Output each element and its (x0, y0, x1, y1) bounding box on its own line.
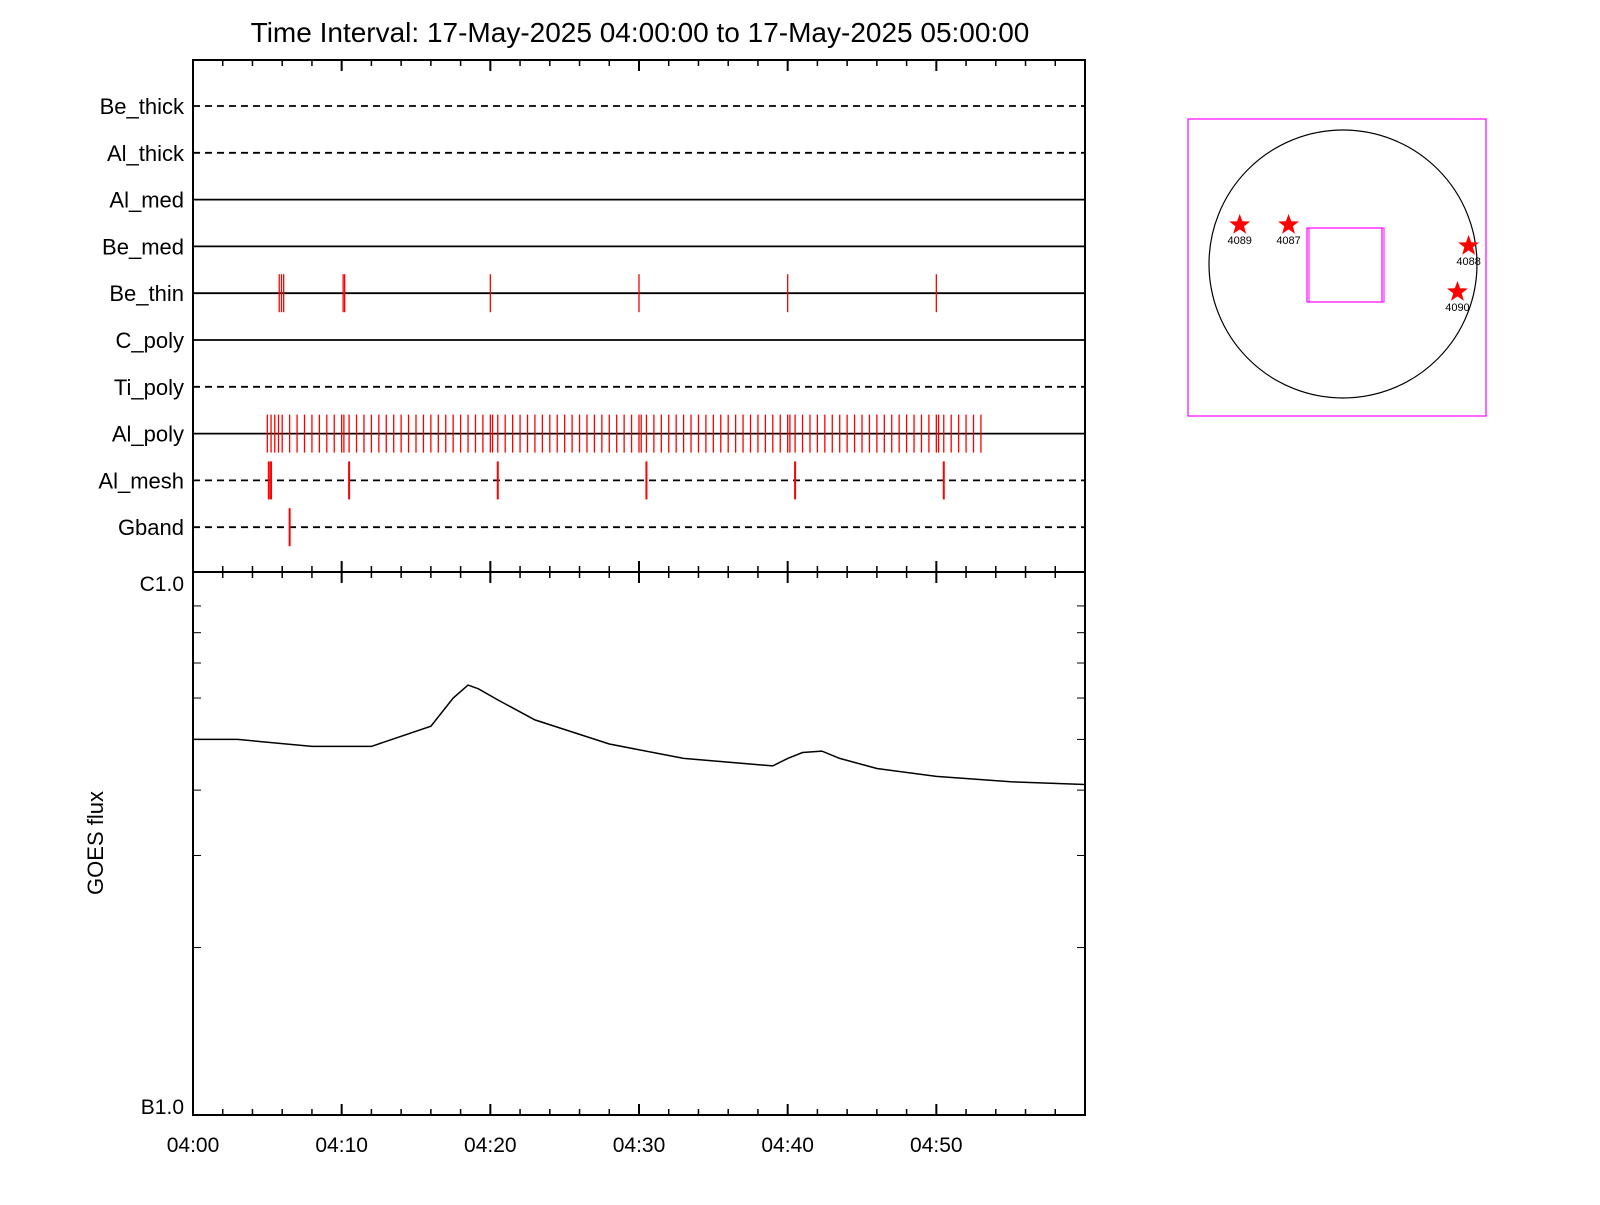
x-tick-label: 04:10 (315, 1134, 368, 1157)
map-frame (1187, 118, 1487, 417)
filter-rows: Be_thick Al_thick Al_med Be_med Be_thin C_pol… (98, 94, 1085, 547)
solar-map: 4089 4087 4088 4090 (1187, 118, 1487, 417)
timeline-ticks (192, 60, 1086, 572)
region-label-4089: 4089 (1227, 235, 1251, 247)
chart-title: Time Interval: 17-May-2025 04:00:00 to 1… (251, 17, 1030, 48)
filter-label-Be_med: Be_med (102, 234, 184, 259)
filter-label-Ti_poly: Ti_poly (114, 375, 184, 400)
x-tick-label: 04:00 (167, 1134, 220, 1157)
filter-label-C_poly: C_poly (116, 328, 184, 353)
goes-panel: C1.0 B1.0 GOES flux 04:00 04:10 04:20 04:30… (83, 571, 1086, 1157)
region-star-4090 (1447, 280, 1468, 301)
region-star-4087 (1278, 213, 1299, 234)
goes-ylabel: GOES flux (83, 791, 108, 895)
filter-label-Al_thick: Al_thick (107, 141, 185, 166)
goes-ytick-top: C1.0 (140, 573, 184, 596)
region-star-4088 (1458, 234, 1480, 255)
filter-label-Be_thick: Be_thick (100, 94, 185, 119)
region-label-4088: 4088 (1456, 256, 1480, 268)
goes-ytick-bottom: B1.0 (141, 1096, 184, 1119)
x-tick-labels: 04:00 04:10 04:20 04:30 04:40 04:50 (167, 1134, 963, 1157)
x-tick-label: 04:50 (910, 1134, 963, 1157)
filter-label-Al_poly: Al_poly (112, 422, 184, 447)
x-tick-label: 04:30 (613, 1134, 666, 1157)
filter-label-Be_thin: Be_thin (109, 281, 184, 306)
filter-label-Gband: Gband (118, 515, 184, 540)
x-tick-label: 04:20 (464, 1134, 517, 1157)
region-star-4089 (1229, 213, 1251, 234)
goes-flux-line (193, 684, 1086, 786)
filter-label-Al_med: Al_med (109, 188, 184, 213)
region-label-4087: 4087 (1276, 235, 1300, 247)
fov-box-overlay (1308, 227, 1385, 303)
timeline-frame (192, 59, 1086, 573)
timeline-panel: Be_thick Al_thick Al_med Be_med Be_thin C_pol… (98, 59, 1086, 573)
goes-ticks (192, 572, 1086, 1115)
fov-box (1306, 227, 1383, 303)
region-label-4090: 4090 (1445, 302, 1469, 314)
region-markers: 4089 4087 4088 4090 (1227, 213, 1481, 314)
x-tick-label: 04:40 (761, 1134, 814, 1157)
solar-disk (1208, 129, 1478, 399)
goes-frame (192, 571, 1086, 1116)
filter-label-Al_mesh: Al_mesh (98, 468, 184, 493)
